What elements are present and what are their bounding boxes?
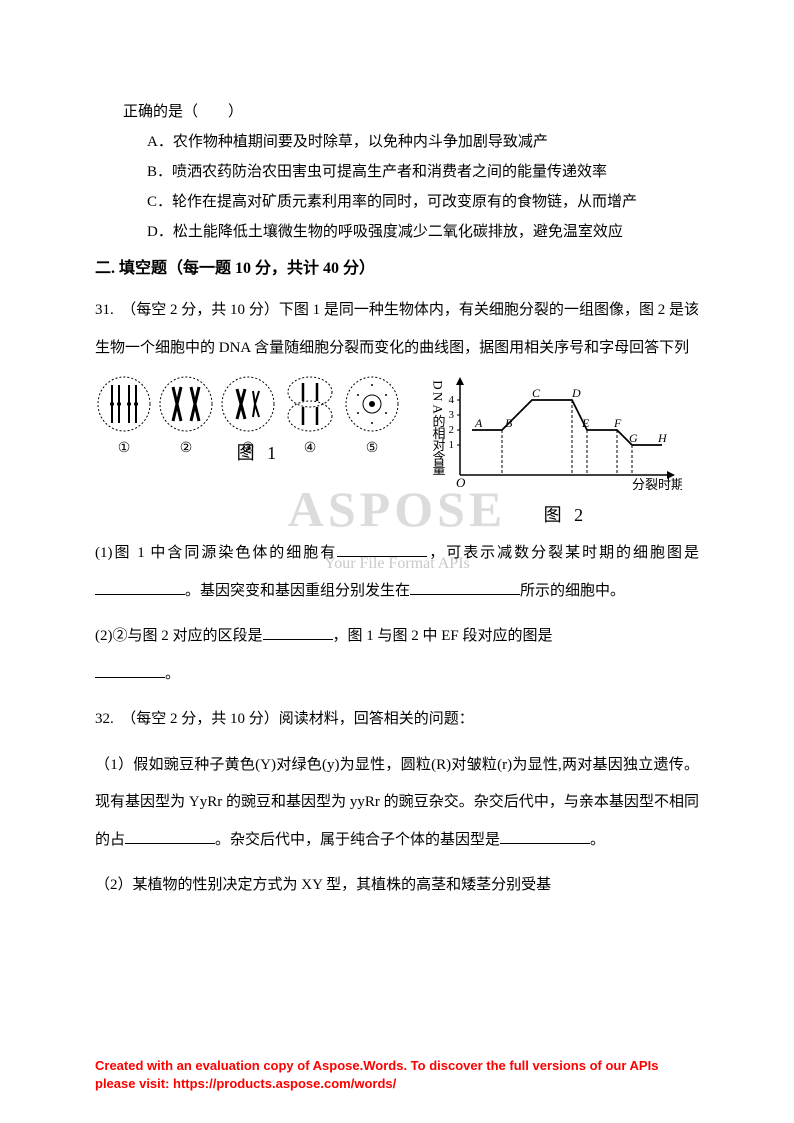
figure-row: ① ② ③ ④ ⑤ 图 1 (95, 375, 699, 527)
figure-1: ① ② ③ ④ ⑤ 图 1 (95, 375, 422, 465)
svg-text:1: 1 (448, 439, 454, 451)
cell-label-4: ④ (281, 440, 339, 457)
q31-p1-a: (1)图 1 中含同源染色体的细胞有 (95, 545, 337, 561)
q31-p1-b: ，可表示减数分裂某时期的细胞图是 (427, 545, 699, 561)
cell-diagram-5: ⑤ (343, 375, 401, 433)
svg-text:2: 2 (448, 424, 454, 436)
cell-label-2: ② (157, 440, 215, 457)
option-b: B．喷洒农药防治农田害虫可提高生产者和消费者之间的能量传递效率 (95, 160, 699, 184)
blank (410, 578, 520, 595)
q32-intro: 32. （每空 2 分，共 10 分）阅读材料，回答相关的问题： (95, 701, 699, 739)
q31-p1-c: 。基因突变和基因重组分别发生在 (185, 583, 410, 599)
svg-text:E: E (581, 416, 590, 430)
q31-p1-d: 所示的细胞中。 (520, 583, 625, 599)
cell-label-3: ③ (219, 440, 277, 457)
svg-text:D: D (571, 386, 581, 400)
blank (125, 827, 215, 844)
q32-p1-b: 。杂交后代中，属于纯合子个体的基因型是 (215, 832, 500, 848)
q31-p2-c: 。 (165, 666, 180, 682)
q32-part2: （2）某植物的性别决定方式为 XY 型，其植株的高茎和矮茎分别受基 (95, 867, 699, 905)
blank (263, 624, 333, 641)
svg-text:C: C (532, 386, 541, 400)
section-2-title: 二. 填空题（每一题 10 分，共计 40 分） (95, 254, 699, 278)
cell-label-1: ① (95, 440, 153, 457)
svg-text:DNA的相对含量: DNA的相对含量 (432, 380, 446, 476)
cell-diagram-2: ② (157, 375, 215, 433)
blank (95, 661, 165, 678)
svg-text:4: 4 (448, 394, 454, 406)
blank (500, 827, 590, 844)
page-content: 正确的是（ ） A．农作物种植期间要及时除草，以免种内斗争加剧导致减产 B．喷洒… (95, 100, 699, 905)
q31-p2-b: ，图 1 与图 2 中 EF 段对应的图是 (333, 628, 553, 644)
option-d: D．松土能降低土壤微生物的呼吸强度减少二氧化碳排放，避免温室效应 (95, 220, 699, 244)
q31-part2: (2)②与图 2 对应的区段是 ，图 1 与图 2 中 EF 段对应的图是。 (95, 618, 699, 693)
blank (95, 578, 185, 595)
svg-text:H: H (657, 431, 668, 445)
evaluation-footer: Created with an evaluation copy of Aspos… (95, 1057, 699, 1093)
svg-text:G: G (629, 431, 638, 445)
svg-text:B: B (505, 416, 513, 430)
q32-p1-c: 。 (590, 832, 605, 848)
option-c: C．轮作在提高对矿质元素利用率的同时，可改变原有的食物链，从而增产 (95, 190, 699, 214)
q31-p2-a: (2)②与图 2 对应的区段是 (95, 628, 263, 644)
figure-2-caption: 图 2 (432, 501, 699, 527)
cell-diagram-3: ③ (219, 375, 277, 433)
svg-text:分裂时期: 分裂时期 (632, 477, 682, 492)
option-a: A．农作物种植期间要及时除草，以免种内斗争加剧导致减产 (95, 130, 699, 154)
svg-text:3: 3 (448, 409, 454, 421)
svg-text:A: A (474, 416, 483, 430)
q32-part1: （1）假如豌豆种子黄色(Y)对绿色(y)为显性，圆粒(R)对皱粒(r)为显性,两… (95, 747, 699, 860)
svg-text:O: O (456, 475, 466, 490)
cell-label-5: ⑤ (343, 440, 401, 457)
svg-text:F: F (613, 416, 622, 430)
q31-part1: (1)图 1 中含同源染色体的细胞有 ，可表示减数分裂某时期的细胞图是。基因突变和… (95, 535, 699, 610)
cell-diagram-1: ① (95, 375, 153, 433)
question-stem: 正确的是（ ） (95, 100, 699, 124)
q31-intro: 31. （每空 2 分，共 10 分）下图 1 是同一种生物体内，有关细胞分裂的… (95, 292, 699, 367)
figure-2: DNA的相对含量 4 3 2 1 (432, 375, 699, 527)
blank (337, 541, 427, 558)
cell-diagram-4: ④ (281, 375, 339, 433)
